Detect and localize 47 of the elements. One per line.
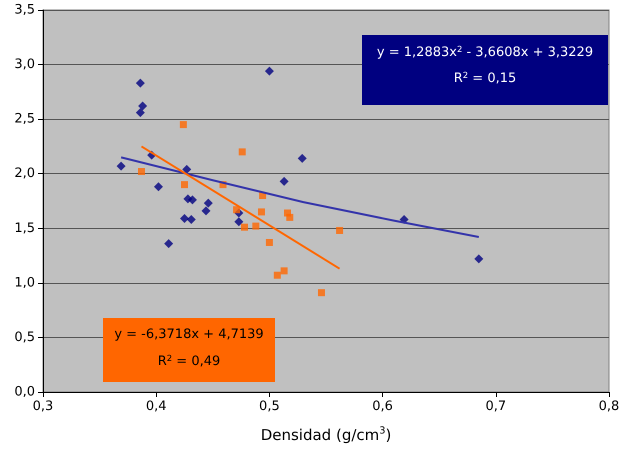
point	[258, 208, 265, 216]
line-series	[120, 156, 480, 238]
point	[266, 238, 273, 246]
point	[116, 162, 126, 171]
annotation: y = -6,3718x + 4,7139	[114, 327, 264, 342]
point	[238, 148, 246, 156]
y-tick-label: 2,5	[14, 112, 35, 127]
y-tick-label: 2,0	[14, 166, 35, 182]
point	[182, 164, 192, 174]
y-tick-label: 3,5	[14, 2, 35, 18]
point	[138, 168, 145, 176]
x-tick-label: 0,4	[146, 399, 167, 414]
x-tick-label: 0,8	[598, 399, 620, 414]
y-tick-label: 0,0	[14, 384, 35, 400]
point	[234, 217, 244, 226]
point	[180, 214, 189, 223]
point	[204, 198, 213, 208]
y-tick-label: 1,5	[14, 220, 35, 236]
point	[202, 206, 211, 216]
point	[336, 226, 344, 234]
point	[280, 267, 288, 274]
point	[136, 108, 145, 118]
x-tick-label: 0,5	[259, 399, 280, 414]
point	[138, 102, 148, 111]
point	[318, 289, 325, 296]
point	[286, 214, 294, 221]
point	[186, 215, 196, 224]
y-tick-label: 1,0	[14, 275, 35, 290]
point	[240, 224, 248, 231]
point	[180, 121, 187, 128]
point	[188, 195, 197, 204]
point	[274, 272, 281, 279]
point	[154, 182, 163, 192]
y-tick-label: 3,0	[14, 57, 35, 72]
x-tick-label: 0,6	[372, 399, 393, 414]
x-tick-label: 0,3	[32, 399, 54, 414]
point	[136, 78, 145, 88]
point	[298, 154, 307, 163]
point	[264, 66, 274, 76]
point	[164, 239, 174, 248]
y-tick-label: 0,5	[14, 330, 35, 345]
point	[252, 222, 260, 230]
x-tick-label: 0,7	[485, 399, 506, 414]
point	[474, 254, 484, 264]
point	[233, 206, 240, 214]
point	[280, 176, 289, 186]
point	[181, 181, 188, 188]
